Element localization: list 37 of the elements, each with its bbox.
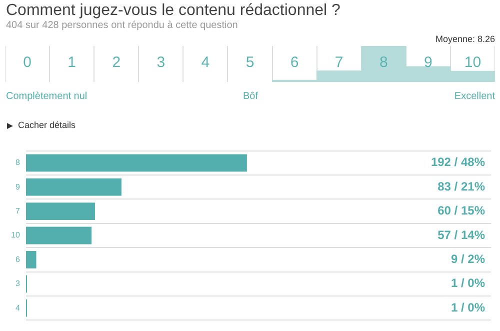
text: Complètement nul — [6, 91, 88, 102]
x-tick-label: 7 — [334, 54, 344, 72]
x-tick-label: 10 — [464, 54, 482, 72]
x-tick-label: 0 — [23, 54, 32, 72]
text: Excellent — [454, 91, 495, 102]
x-tick-label: 3 — [156, 54, 166, 72]
y-tick-label: 4 — [15, 303, 20, 312]
data-label: 192 / 48% — [430, 155, 486, 170]
x-tick-label: 9 — [424, 54, 432, 72]
data-label: 9 / 2% — [450, 252, 486, 266]
x-tick-label: 8 — [379, 54, 388, 72]
text: Cacher détails — [18, 120, 76, 130]
x-tick-label: 1 — [68, 54, 76, 72]
data-label: 1 / 0% — [450, 276, 486, 290]
x-tick-label: 4 — [201, 54, 210, 72]
y-tick-label: 9 — [15, 182, 20, 192]
bar — [26, 226, 92, 244]
bar — [26, 154, 247, 172]
y-tick-label: 6 — [15, 254, 20, 264]
chart-title: Comment jugez-vous le contenu rédactionnel ? — [6, 2, 340, 20]
bar — [26, 178, 122, 196]
data-label: 83 / 21% — [438, 179, 486, 194]
chart-subtitle: 404 sur 428 personnes ont répondu à cette question — [6, 20, 238, 31]
y-tick-label: 8 — [15, 158, 20, 168]
bar — [26, 202, 95, 220]
y-tick-label: 7 — [15, 206, 20, 216]
text: Moyenne: 8.26 — [435, 34, 495, 44]
y-tick-label: 10 — [10, 230, 20, 240]
data-label: 60 / 15% — [438, 204, 486, 218]
x-tick-label: 2 — [112, 54, 121, 72]
y-tick-label: 3 — [15, 279, 20, 288]
data-label: 1 / 0% — [450, 300, 486, 314]
bar — [26, 250, 36, 268]
x-tick-label: 6 — [290, 54, 299, 72]
data-label: 57 / 14% — [438, 228, 486, 242]
text: Bôf — [243, 91, 258, 102]
x-tick-label: 5 — [246, 54, 254, 72]
